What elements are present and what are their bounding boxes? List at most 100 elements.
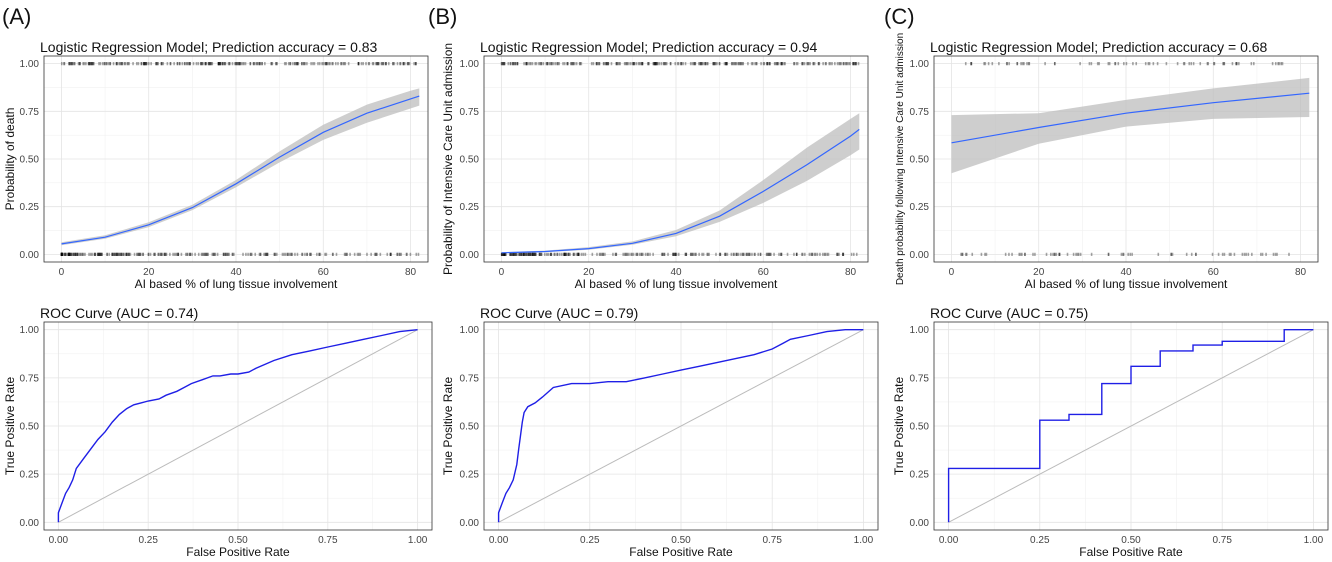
observed-point <box>214 252 217 256</box>
observed-point <box>1250 62 1253 66</box>
observed-point <box>760 62 762 66</box>
observed-point <box>1213 62 1215 66</box>
observed-point <box>714 62 716 66</box>
observed-point <box>725 62 727 66</box>
observed-point <box>186 252 188 256</box>
chart-rocB: 0.00 0.25 0.50 0.75 1.00 0.00 0.25 0.50 0.75 1.00… <box>441 305 879 559</box>
observed-point <box>266 252 268 256</box>
observed-point <box>206 252 208 256</box>
observed-point <box>549 62 552 66</box>
observed-point <box>1222 62 1224 66</box>
observed-point <box>1147 62 1150 66</box>
observed-point <box>640 252 643 256</box>
observed-point <box>71 62 73 66</box>
observed-point <box>200 252 203 256</box>
observed-point <box>530 252 532 256</box>
observed-point <box>652 252 654 256</box>
observed-point <box>189 252 192 256</box>
observed-point <box>209 62 211 66</box>
observed-point <box>817 62 820 66</box>
observed-point <box>503 252 505 256</box>
observed-point <box>732 62 735 66</box>
observed-point <box>88 62 90 66</box>
observed-point <box>99 252 101 256</box>
observed-point <box>1125 62 1128 66</box>
observed-point <box>502 62 505 66</box>
x-axis-label: False Positive Rate <box>629 545 733 559</box>
observed-point <box>503 252 506 256</box>
chart-title: ROC Curve (AUC = 0.74) <box>40 305 198 321</box>
observed-point <box>100 252 103 256</box>
observed-point <box>702 252 705 256</box>
observed-point <box>505 252 507 256</box>
observed-point <box>347 62 350 66</box>
observed-point <box>501 62 504 66</box>
observed-point <box>205 62 208 66</box>
observed-point <box>89 252 92 256</box>
observed-point <box>1274 62 1277 66</box>
observed-point <box>528 252 530 256</box>
observed-point <box>704 62 706 66</box>
x-tick-label: 0.00 <box>49 535 69 546</box>
observed-point <box>591 252 594 256</box>
observed-point <box>392 62 394 66</box>
observed-point <box>786 252 789 256</box>
observed-point <box>702 62 704 66</box>
observed-point <box>241 62 244 66</box>
observed-point <box>204 252 207 256</box>
observed-point <box>65 252 67 256</box>
observed-point <box>834 62 836 66</box>
observed-point <box>801 252 803 256</box>
observed-point <box>1190 62 1193 66</box>
observed-point <box>564 252 566 256</box>
x-axis-label: False Positive Rate <box>186 545 290 559</box>
observed-point <box>89 62 91 66</box>
observed-point <box>127 252 130 256</box>
observed-point <box>399 62 402 66</box>
chart-title: Logistic Regression Model; Prediction ac… <box>930 39 1268 55</box>
observed-point <box>79 62 81 66</box>
observed-point <box>302 62 305 66</box>
observed-point <box>595 62 598 66</box>
observed-point <box>389 252 392 256</box>
observed-point <box>387 62 390 66</box>
observed-point <box>187 62 190 66</box>
observed-point <box>768 62 771 66</box>
y-tick-label: 0.75 <box>910 373 930 384</box>
observed-point <box>140 252 142 256</box>
observed-point <box>69 252 72 256</box>
observed-point <box>61 252 63 256</box>
observed-point <box>71 252 74 256</box>
observed-point <box>270 62 272 66</box>
observed-point <box>556 62 559 66</box>
observed-point <box>750 62 753 66</box>
observed-point <box>545 62 548 66</box>
observed-point <box>265 252 268 256</box>
observed-point <box>1185 252 1188 256</box>
plot-frame <box>933 55 1319 263</box>
observed-point <box>562 62 564 66</box>
observed-point <box>1195 252 1197 256</box>
observed-point <box>259 62 261 66</box>
observed-point <box>242 252 244 256</box>
observed-point <box>415 252 418 256</box>
observed-point <box>766 252 769 256</box>
observed-point <box>252 62 255 66</box>
observed-point <box>735 62 737 66</box>
observed-point <box>565 252 567 256</box>
observed-point <box>793 62 795 66</box>
observed-point <box>550 252 552 256</box>
observed-point <box>249 252 252 256</box>
observed-point <box>97 252 99 256</box>
y-axis-label: True Positive Rate <box>3 377 17 476</box>
observed-point <box>1188 62 1191 66</box>
observed-point <box>1072 252 1075 256</box>
observed-point <box>663 252 666 256</box>
observed-point <box>590 62 593 66</box>
observed-point <box>231 252 234 256</box>
observed-point <box>763 62 766 66</box>
observed-point <box>855 62 857 66</box>
x-tick-label: 0.50 <box>228 535 248 546</box>
observed-point <box>560 252 563 256</box>
y-tick-label: 1.00 <box>460 325 480 336</box>
